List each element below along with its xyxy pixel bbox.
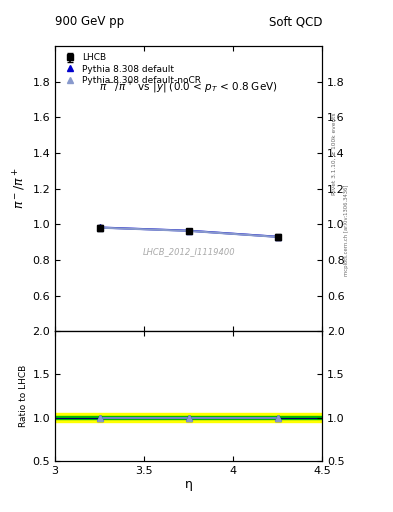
Bar — [55, 413, 322, 422]
Y-axis label: Ratio to LHCB: Ratio to LHCB — [19, 365, 28, 427]
Y-axis label: $\pi^-/\pi^+$: $\pi^-/\pi^+$ — [12, 168, 28, 209]
Text: 900 GeV pp: 900 GeV pp — [55, 15, 124, 28]
Text: mcplots.cern.ch [arXiv:1306.3436]: mcplots.cern.ch [arXiv:1306.3436] — [344, 185, 349, 276]
Bar — [55, 416, 322, 419]
Pythia 8.308 default — [275, 233, 280, 240]
X-axis label: η: η — [185, 478, 193, 492]
Pythia 8.308 default-noCR — [97, 225, 102, 231]
Text: Soft QCD: Soft QCD — [269, 15, 322, 28]
Text: Rivet 3.1.10, ≥ 100k events: Rivet 3.1.10, ≥ 100k events — [332, 112, 337, 195]
Text: LHCB_2012_I1119400: LHCB_2012_I1119400 — [142, 247, 235, 256]
Pythia 8.308 default — [186, 228, 191, 234]
Text: $\pi^-/\pi^+$ vs $|y|$ (0.0 < $p_T$ < 0.8 GeV): $\pi^-/\pi^+$ vs $|y|$ (0.0 < $p_T$ < 0.… — [99, 80, 278, 95]
Pythia 8.308 default-noCR — [186, 228, 191, 234]
Pythia 8.308 default-noCR — [275, 234, 280, 240]
Pythia 8.308 default — [97, 224, 102, 230]
Legend: LHCB, Pythia 8.308 default, Pythia 8.308 default-noCR: LHCB, Pythia 8.308 default, Pythia 8.308… — [59, 51, 204, 88]
Line: Pythia 8.308 default-noCR: Pythia 8.308 default-noCR — [96, 225, 281, 240]
Line: Pythia 8.308 default: Pythia 8.308 default — [96, 224, 281, 240]
